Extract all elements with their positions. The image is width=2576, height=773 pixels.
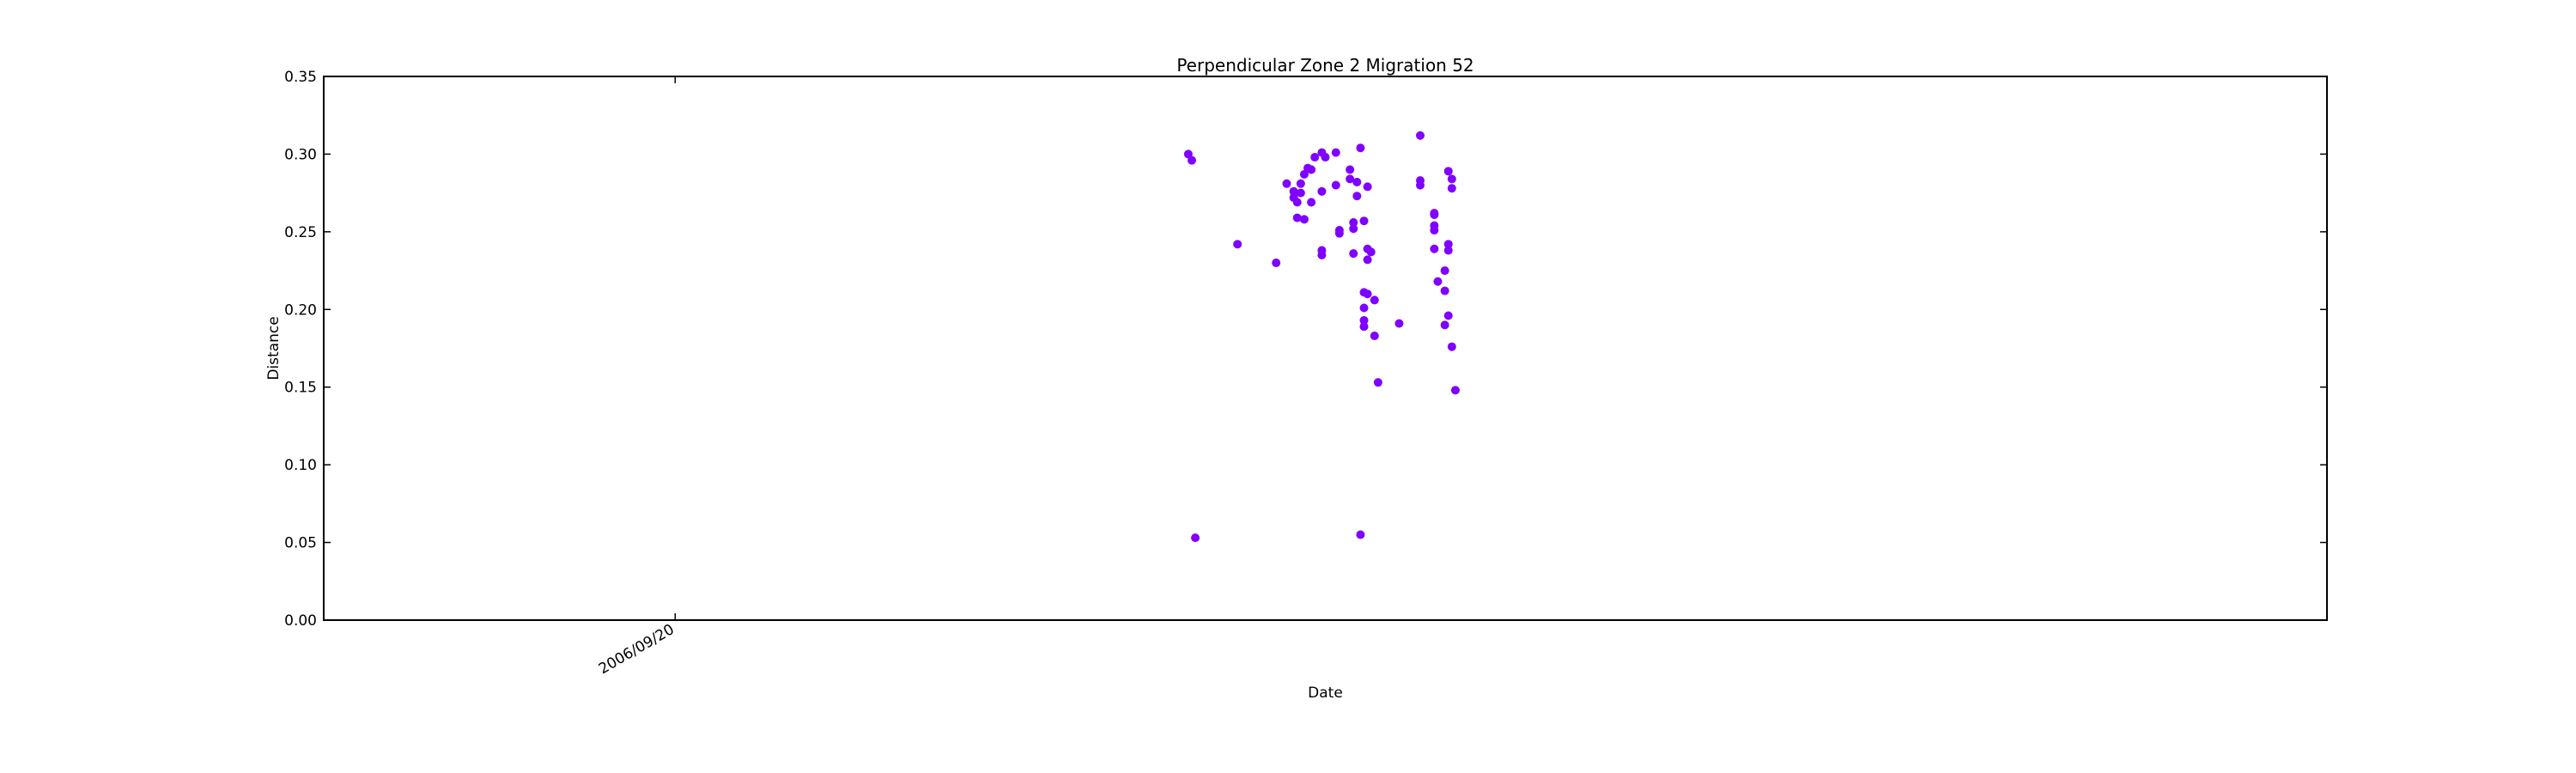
data-point bbox=[1430, 210, 1439, 219]
y-tick-label: 0.15 bbox=[284, 380, 317, 397]
plot-frame bbox=[323, 76, 2328, 621]
y-tick-label: 0.30 bbox=[284, 146, 317, 163]
chart-title: Perpendicular Zone 2 Migration 52 bbox=[1176, 55, 1473, 76]
data-point bbox=[1359, 315, 1369, 325]
data-point bbox=[1443, 311, 1453, 320]
data-point bbox=[1394, 319, 1404, 328]
x-tick-label: 2006/09/20 bbox=[596, 621, 677, 678]
data-point bbox=[1292, 198, 1302, 207]
data-point bbox=[1447, 184, 1456, 193]
data-point bbox=[1416, 131, 1425, 140]
data-point bbox=[1450, 386, 1460, 395]
y-tick-label: 0.25 bbox=[284, 224, 317, 241]
data-point bbox=[1307, 198, 1316, 207]
data-point bbox=[1356, 143, 1365, 153]
data-points bbox=[1183, 131, 1460, 543]
data-point bbox=[1296, 179, 1305, 188]
y-tick-label: 0.20 bbox=[284, 301, 317, 319]
data-point bbox=[1447, 174, 1456, 184]
y-axis-label: Distance bbox=[265, 316, 283, 380]
data-point bbox=[1352, 192, 1362, 201]
data-point bbox=[1289, 186, 1298, 196]
data-point bbox=[1346, 174, 1355, 184]
data-point bbox=[1370, 332, 1379, 341]
data-point bbox=[1346, 165, 1355, 174]
data-point bbox=[1310, 153, 1320, 162]
data-point bbox=[1349, 249, 1358, 259]
data-point bbox=[1363, 182, 1372, 192]
data-point bbox=[1370, 295, 1379, 305]
y-tick-label: 0.00 bbox=[284, 612, 317, 630]
y-tick-label: 0.10 bbox=[284, 457, 317, 474]
data-point bbox=[1356, 530, 1365, 539]
data-point bbox=[1272, 259, 1281, 268]
x-axis: 2006/09/20 bbox=[596, 76, 677, 678]
data-point bbox=[1443, 240, 1453, 249]
data-point bbox=[1299, 215, 1309, 224]
data-point bbox=[1317, 250, 1327, 259]
data-point bbox=[1331, 148, 1340, 157]
data-point bbox=[1443, 167, 1453, 176]
data-point bbox=[1317, 186, 1327, 196]
data-point bbox=[1352, 177, 1362, 186]
data-point bbox=[1191, 533, 1200, 543]
data-point bbox=[1359, 303, 1369, 313]
data-point bbox=[1447, 342, 1456, 351]
data-point bbox=[1331, 180, 1340, 190]
data-point bbox=[1366, 247, 1376, 257]
data-point bbox=[1282, 179, 1291, 188]
data-point bbox=[1359, 322, 1369, 332]
data-point bbox=[1359, 216, 1369, 226]
data-point bbox=[1363, 255, 1372, 265]
data-point bbox=[1292, 213, 1302, 222]
data-point bbox=[1430, 244, 1439, 253]
data-point bbox=[1373, 378, 1382, 387]
data-point bbox=[1363, 289, 1372, 299]
data-point bbox=[1433, 277, 1443, 286]
data-point bbox=[1349, 224, 1358, 234]
x-axis-label: Date bbox=[1308, 685, 1343, 702]
y-tick-label: 0.35 bbox=[284, 69, 317, 86]
data-point bbox=[1443, 246, 1453, 255]
data-point bbox=[1440, 320, 1449, 330]
y-tick-label: 0.05 bbox=[284, 535, 317, 552]
data-point bbox=[1307, 165, 1316, 174]
data-point bbox=[1321, 153, 1330, 162]
data-point bbox=[1187, 155, 1196, 165]
data-point bbox=[1430, 226, 1439, 235]
data-point bbox=[1296, 188, 1305, 198]
data-point bbox=[1416, 180, 1425, 190]
y-axis: 0.00 0.05 0.10 0.15 0.20 0.25 0.30 0.35 bbox=[284, 69, 2327, 630]
data-point bbox=[1349, 218, 1358, 228]
data-point bbox=[1233, 240, 1242, 249]
data-point bbox=[1440, 266, 1449, 276]
data-point bbox=[1334, 228, 1344, 238]
data-point bbox=[1440, 286, 1449, 295]
